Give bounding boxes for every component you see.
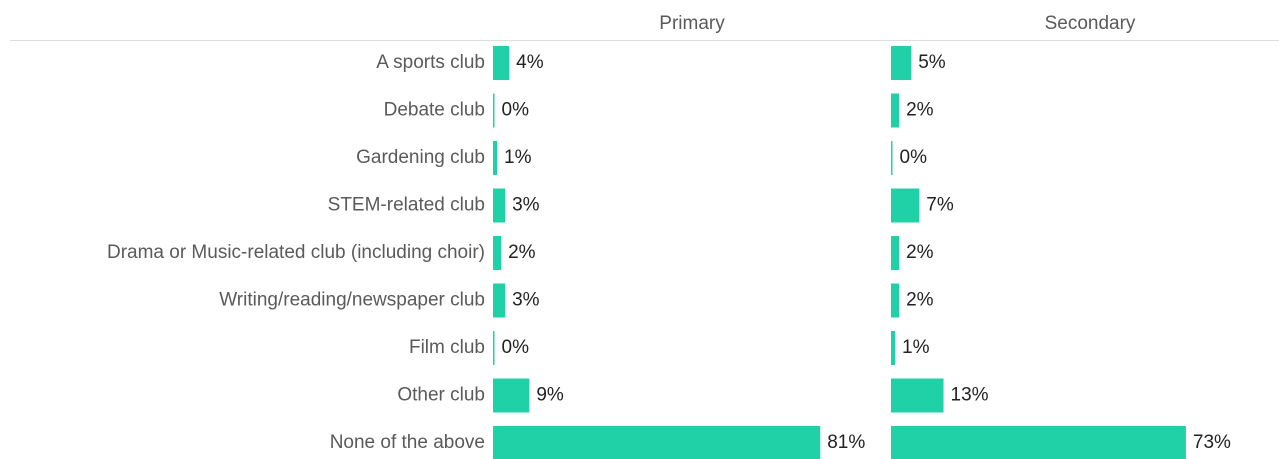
category-label: STEM-related club <box>328 195 485 216</box>
category-label: Other club <box>397 385 485 406</box>
bar <box>891 331 896 365</box>
value-label: 9% <box>536 385 564 406</box>
bar <box>891 426 1186 459</box>
bar <box>493 331 495 365</box>
bar <box>891 93 900 128</box>
value-label: 1% <box>504 147 532 168</box>
value-label: 2% <box>906 290 934 311</box>
bar <box>891 46 912 80</box>
bar <box>493 46 510 80</box>
value-label: 2% <box>508 242 536 263</box>
value-label: 1% <box>902 337 930 358</box>
value-label: 5% <box>918 52 946 73</box>
value-label: 73% <box>1193 432 1231 453</box>
bar <box>891 378 944 413</box>
value-label: 2% <box>906 242 934 263</box>
bar <box>493 283 506 318</box>
value-label: 3% <box>512 290 540 311</box>
value-label: 0% <box>502 337 530 358</box>
category-label: Writing/reading/newspaper club <box>219 290 485 311</box>
value-label: 81% <box>827 432 865 453</box>
bar <box>891 236 900 270</box>
bar <box>493 378 530 413</box>
value-label: 0% <box>502 100 530 121</box>
value-label: 3% <box>512 195 540 216</box>
bar <box>493 188 506 223</box>
panel-title: Primary <box>659 13 725 34</box>
panel-title: Secondary <box>1045 13 1136 34</box>
value-label: 4% <box>516 52 544 73</box>
category-label: Drama or Music-related club (including c… <box>107 242 485 263</box>
bar <box>493 93 495 128</box>
bar <box>891 141 893 175</box>
category-label: Gardening club <box>356 147 485 168</box>
bar <box>493 236 502 270</box>
value-label: 7% <box>926 195 954 216</box>
category-label: A sports club <box>376 52 485 73</box>
bar <box>891 283 900 318</box>
bar <box>891 188 920 223</box>
category-label: Film club <box>409 337 485 358</box>
value-label: 2% <box>906 100 934 121</box>
value-label: 0% <box>900 147 928 168</box>
bar <box>493 426 821 459</box>
category-label: Debate club <box>384 100 485 121</box>
category-label: None of the above <box>330 432 485 453</box>
value-label: 13% <box>951 385 989 406</box>
bar <box>493 141 498 175</box>
